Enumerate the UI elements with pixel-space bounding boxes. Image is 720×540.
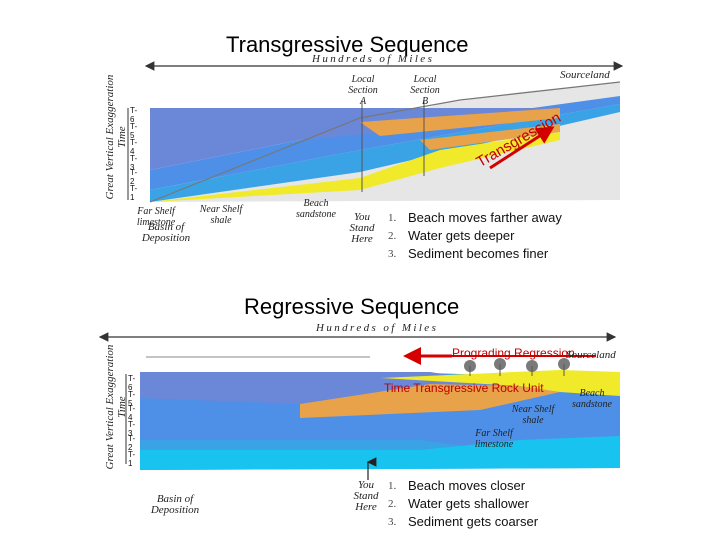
prograding-label: Prograding Regression xyxy=(452,346,575,360)
basin-label-bottom: Basin of Deposition xyxy=(142,494,208,516)
tick-t3: T-3 xyxy=(128,420,136,438)
you-stand-here-label-bottom: You Stand Here xyxy=(346,480,386,513)
section-b-line-3: B xyxy=(421,96,429,107)
axis-line-2: Time xyxy=(116,126,128,148)
tick-t6: T-6 xyxy=(128,374,136,392)
far-shelf-limestone-layer xyxy=(150,104,620,202)
far-shelf-label-bottom: Far Shelf limestone xyxy=(464,428,524,450)
transgressive-diagram xyxy=(127,61,624,203)
basin-label: Basin of Deposition xyxy=(136,222,196,244)
local-section-b-label: Local Section B xyxy=(402,74,448,107)
vertical-axis-label-bottom: Great Vertical Exaggeration Time xyxy=(104,332,128,482)
transgressive-steps: 1. Beach moves farther away 2. Water gets … xyxy=(388,209,562,263)
beach-label-bottom: Beach sandstone xyxy=(564,388,620,410)
sandstone-body xyxy=(380,370,620,396)
step-number: 2. xyxy=(388,498,397,510)
transgressive-title: Transgressive Sequence xyxy=(226,32,469,57)
ysh-line-1: You xyxy=(357,479,375,491)
step-item: 2. Water gets shallower xyxy=(388,495,538,513)
tick-t2: T-2 xyxy=(130,168,138,186)
step-number: 2. xyxy=(388,230,397,242)
bright-limestone-base xyxy=(140,436,620,470)
step-number: 1. xyxy=(388,480,397,492)
near-shelf-line-1: Near Shelf xyxy=(511,404,555,415)
basin-line-2: Deposition xyxy=(141,232,191,244)
step-item: 3. Sediment gets coarser xyxy=(388,513,538,531)
tick-t1: T-1 xyxy=(130,184,138,202)
regressive-title: Regressive Sequence xyxy=(244,294,460,319)
near-shelf-line-1: Near Shelf xyxy=(199,204,243,215)
orange-band-2 xyxy=(420,124,560,150)
tick-t2: T-2 xyxy=(128,434,136,452)
step-text: Sediment gets coarser xyxy=(408,514,539,529)
distance-label: Hundreds of Miles xyxy=(312,53,435,65)
beach-line-2: sandstone xyxy=(572,399,612,410)
ysh-line-2: Stand xyxy=(353,490,379,502)
tick-t3: T-3 xyxy=(130,154,138,172)
beach-line-2: sandstone xyxy=(296,209,336,220)
step-text: Beach moves closer xyxy=(408,478,526,493)
ysh-line-3: Here xyxy=(355,501,377,513)
section-b-line-2: Section xyxy=(410,85,440,96)
tick-t5: T-5 xyxy=(128,390,136,408)
section-a-line-1: Local xyxy=(351,74,375,85)
axis-line-1: Great Vertical Exaggeration xyxy=(104,74,116,200)
beach-label: Beach sandstone xyxy=(286,198,346,220)
section-b-line-1: Local xyxy=(413,74,437,85)
trees-icon xyxy=(464,358,570,376)
ysh-line-2: Stand xyxy=(349,222,375,234)
step-item: 1. Beach moves closer xyxy=(388,477,538,495)
step-number: 1. xyxy=(388,212,397,224)
section-a-line-3: A xyxy=(359,96,367,107)
step-number: 3. xyxy=(388,248,397,260)
regressive-diagram xyxy=(98,332,620,480)
local-section-a-label: Local Section A xyxy=(340,74,386,107)
orange-regressive-band xyxy=(300,384,560,418)
near-shelf-line-2: shale xyxy=(522,415,544,426)
near-shelf-line-2: shale xyxy=(210,215,232,226)
basin-line-2: Deposition xyxy=(150,504,200,516)
far-shelf-line-2: limestone xyxy=(136,217,176,228)
far-shelf-line-2: limestone xyxy=(474,439,514,450)
regressive-steps: 1. Beach moves closer 2. Water gets shallo… xyxy=(388,477,538,531)
ground-surface-line xyxy=(149,81,621,203)
ysh-line-3: Here xyxy=(351,233,373,245)
near-shelf-label-bottom: Near Shelf shale xyxy=(504,404,562,426)
distance-label-bottom: Hundreds of Miles xyxy=(316,322,439,334)
step-item: 1. Beach moves farther away xyxy=(388,209,562,227)
near-shelf-label: Near Shelf shale xyxy=(192,204,250,226)
vertical-axis-label: Great Vertical Exaggeration Time xyxy=(104,62,128,212)
axis-line-2-bottom: Time xyxy=(116,396,128,418)
time-transgressive-label: Time Transgressive Rock Unit xyxy=(384,381,544,395)
tick-t5: T-5 xyxy=(130,122,138,140)
far-shelf-label: Far Shelf limestone xyxy=(128,206,184,228)
axis-line-1-bottom: Great Vertical Exaggeration xyxy=(104,344,116,470)
section-a-line-2: Section xyxy=(348,85,378,96)
tick-t4: T-4 xyxy=(128,404,136,422)
basin-line-1: Basin of xyxy=(147,221,185,233)
far-shelf-line-1: Far Shelf xyxy=(137,206,175,217)
beach-line-1: Beach xyxy=(579,388,605,399)
beach-sandstone-layer xyxy=(150,132,560,202)
step-text: Water gets shallower xyxy=(408,496,529,511)
ysh-line-1: You xyxy=(353,211,371,223)
tick-t1: T-1 xyxy=(128,450,136,468)
you-stand-here-label: You Stand Here xyxy=(342,212,382,245)
transgression-arrow xyxy=(489,126,555,170)
beach-line-1: Beach xyxy=(303,198,329,209)
tick-t6: T-6 xyxy=(130,106,138,124)
orange-band-1 xyxy=(360,108,560,136)
step-number: 3. xyxy=(388,516,397,528)
step-text: Water gets deeper xyxy=(408,228,515,243)
step-item: 3. Sediment becomes finer xyxy=(388,245,562,263)
basin-line-1: Basin of xyxy=(156,493,194,505)
far-shelf-line-1: Far Shelf xyxy=(475,428,513,439)
step-text: Sediment becomes finer xyxy=(408,246,549,261)
step-item: 2. Water gets deeper xyxy=(388,227,562,245)
step-text: Beach moves farther away xyxy=(408,210,562,225)
sourceland-label: Sourceland xyxy=(560,69,610,81)
tick-t4: T-4 xyxy=(130,138,138,156)
sourceland-label-bottom: Sourceland xyxy=(566,349,616,361)
